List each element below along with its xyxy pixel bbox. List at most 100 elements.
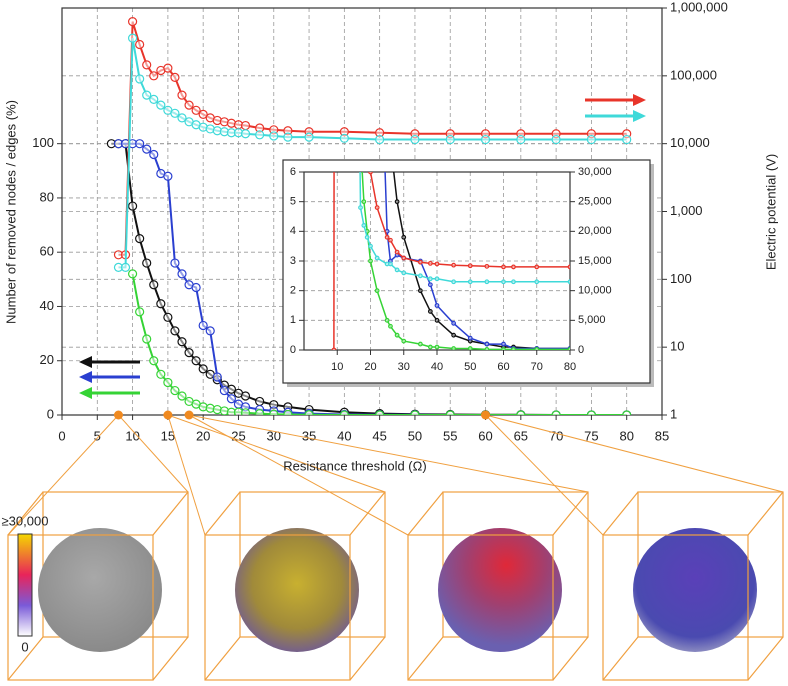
data-point [149,280,159,290]
data-point [434,261,440,267]
data-point [269,409,279,415]
x-tick-label: 40 [337,428,351,443]
data-point [484,263,490,269]
cube-edge [204,491,241,536]
x-tick-label: 75 [584,428,598,443]
x-tick-label: 65 [514,428,528,443]
data-point [410,134,420,145]
data-point [384,317,390,323]
data-point [388,261,393,267]
data-point [177,391,187,401]
data-point [170,258,180,268]
y2-tick-label: 10,000 [670,135,710,150]
data-point [451,279,457,285]
y-tick-label: 3 [290,255,296,267]
data-point [394,332,400,338]
data-point [551,410,561,415]
connector [188,414,409,536]
data-point [283,409,293,415]
y2-tick-label: 25,000 [578,196,612,208]
x-tick-label: 15 [161,428,175,443]
cube-front [204,534,351,681]
data-point [163,171,173,181]
data-point [331,347,337,350]
data-point [142,144,152,154]
inset-frame [282,159,651,384]
data-point [135,139,145,149]
data-point [467,346,473,350]
y-tick-label: 20 [40,352,54,367]
cube-edge [407,636,444,681]
data-point [401,255,407,261]
volume-render [38,528,162,652]
y2-tick-label: 10 [670,339,684,354]
data-point [516,134,526,145]
inset-chart: 10 20 30 40 50 60 70 80012345605,00010,00015,00… [290,166,612,373]
data-point [434,344,440,350]
data-point [445,410,455,415]
y2-axis-title: Electric potential (V) [763,154,778,270]
cube-edge [552,491,589,536]
cube-edge [204,636,241,681]
data-point [191,105,201,115]
data-point [375,134,385,145]
data-point [368,258,373,264]
connector [118,414,189,493]
data-point [401,270,407,276]
data-point [170,108,180,118]
x-tick-label: 60 [478,428,492,443]
data-point [417,273,423,279]
data-point [156,100,166,110]
y-tick-label: 60 [40,244,54,259]
x-axis-title: Resistance threshold (Ω) [283,458,426,473]
x-tick-label: 55 [443,428,457,443]
data-point [374,288,380,294]
x-tick-label: 80 [564,361,576,373]
data-point [149,356,159,366]
data-point [484,347,490,350]
data-point [240,408,251,415]
data-point [255,396,265,407]
cube-edge [747,636,784,681]
data-point [170,385,180,396]
data-point [135,74,145,84]
data-point [374,205,380,211]
data-point [427,282,433,288]
axes-frame [303,171,571,351]
x-tick-label: 70 [531,361,543,373]
data-point [170,326,180,336]
plot-series [331,172,570,350]
y-tick-label: 0 [47,406,54,421]
data-point [177,113,187,123]
data-point [511,264,516,270]
cube-edge [7,636,44,681]
data-point [586,410,597,415]
connector [7,414,119,536]
data-point [622,410,632,415]
data-point [240,129,251,139]
threshold-marker [184,410,194,420]
x-tick-label: 80 [619,428,633,443]
data-point [417,259,423,265]
x-tick-label: 20 [364,361,376,373]
data-point [511,347,516,350]
cube-front [407,534,554,681]
y-tick-label: 1 [290,314,296,326]
y2-tick-label: 20,000 [578,225,612,237]
data-point [269,131,279,141]
data-point [240,391,251,401]
data-point [304,410,314,415]
data-point [427,309,433,314]
colorbar-label: ≥30,000 [2,513,49,528]
data-point [401,234,407,240]
connector [485,414,784,493]
data-point [451,320,457,326]
data-point [384,234,390,240]
data-point [212,372,222,382]
data-point [226,394,237,404]
y2-tick-label: 1 [670,406,677,421]
data-point [127,269,138,279]
data-point [156,369,166,379]
data-point [410,410,420,415]
